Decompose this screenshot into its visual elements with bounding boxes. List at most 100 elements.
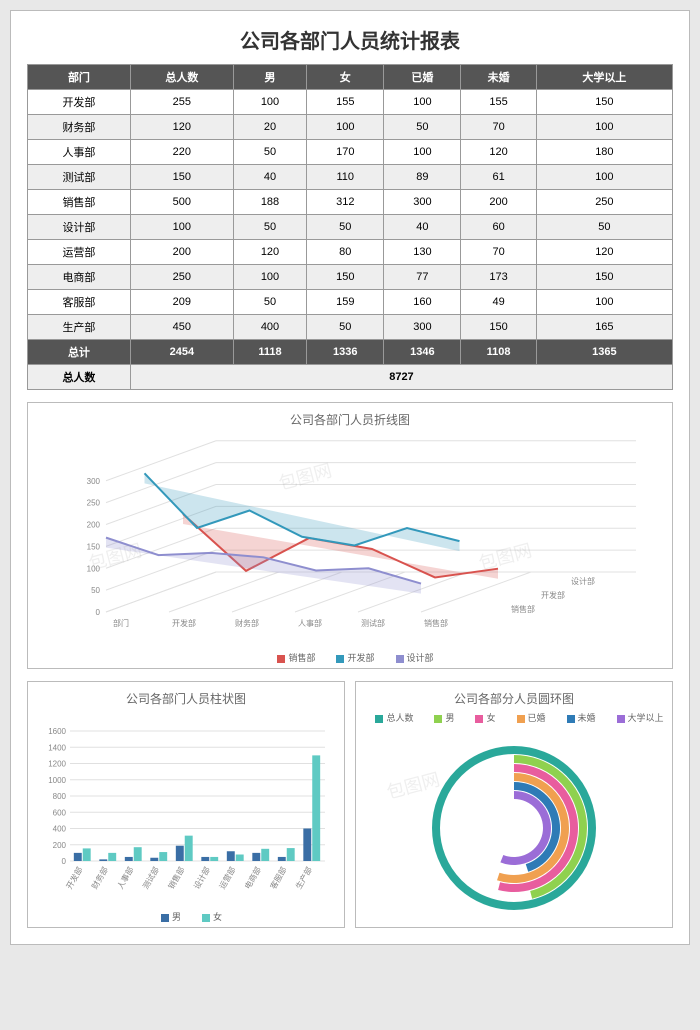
svg-text:150: 150 [87,542,101,551]
table-cell: 170 [307,140,384,165]
legend-item: 女 [464,711,495,724]
table-cell: 200 [461,190,536,215]
table-total-row: 总计245411181336134611081365 [28,340,673,365]
table-cell: 120 [536,240,672,265]
table-cell: 312 [307,190,384,215]
legend-item: 大学以上 [606,711,664,724]
svg-text:财务部: 财务部 [235,618,259,628]
table-cell: 100 [536,290,672,315]
table-cell: 150 [461,315,536,340]
stats-table: 部门总人数男女已婚未婚大学以上 开发部255100155100155150财务部… [27,64,673,390]
svg-text:400: 400 [53,825,67,834]
svg-text:销售部: 销售部 [511,604,535,614]
table-row: 开发部255100155100155150 [28,90,673,115]
table-cell: 100 [307,115,384,140]
table-cell: 1118 [233,340,306,365]
table-cell: 255 [130,90,233,115]
legend-item: 开发部 [325,651,374,664]
svg-text:测试部: 测试部 [361,618,385,628]
table-cell: 155 [461,90,536,115]
svg-text:销售部: 销售部 [424,618,448,628]
donut-chart [364,728,664,918]
table-cell: 100 [536,165,672,190]
line-chart-title: 公司各部门人员折线图 [36,411,664,428]
table-cell: 50 [233,290,306,315]
table-cell: 450 [130,315,233,340]
table-cell: 150 [307,265,384,290]
svg-text:1600: 1600 [48,727,66,736]
table-cell: 100 [233,90,306,115]
table-cell: 61 [461,165,536,190]
table-row: 运营部2001208013070120 [28,240,673,265]
table-cell: 77 [384,265,461,290]
table-cell: 200 [130,240,233,265]
table-row: 电商部25010015077173150 [28,265,673,290]
table-cell: 8727 [130,365,672,390]
svg-text:0: 0 [62,857,67,866]
svg-text:部门: 部门 [113,618,129,628]
svg-text:测试部: 测试部 [140,865,161,891]
table-header: 大学以上 [536,65,672,90]
svg-text:设计部: 设计部 [571,576,595,586]
table-cell: 80 [307,240,384,265]
table-cell: 100 [384,140,461,165]
table-cell: 100 [233,265,306,290]
table-cell: 1108 [461,340,536,365]
table-cell: 100 [536,115,672,140]
table-cell: 150 [536,265,672,290]
table-cell: 40 [384,215,461,240]
svg-text:1400: 1400 [48,743,66,752]
svg-text:人事部: 人事部 [115,865,136,891]
bar-chart-title: 公司各部门人员柱状图 [36,690,336,707]
line-chart-legend: 销售部开发部设计部 [36,651,664,664]
table-cell: 电商部 [28,265,131,290]
table-cell: 人事部 [28,140,131,165]
page-title: 公司各部门人员统计报表 [27,25,673,54]
svg-text:0: 0 [96,608,101,617]
table-cell: 120 [233,240,306,265]
table-cell: 50 [307,215,384,240]
table-cell: 50 [536,215,672,240]
table-cell: 2454 [130,340,233,365]
table-header: 总人数 [130,65,233,90]
table-cell: 40 [233,165,306,190]
table-cell: 开发部 [28,90,131,115]
svg-text:50: 50 [91,586,100,595]
svg-text:生产部: 生产部 [293,865,314,891]
svg-text:200: 200 [87,521,101,530]
table-cell: 180 [536,140,672,165]
table-cell: 89 [384,165,461,190]
table-cell: 60 [461,215,536,240]
svg-text:开发部: 开发部 [172,618,196,628]
table-cell: 50 [233,140,306,165]
table-row: 销售部500188312300200250 [28,190,673,215]
table-cell: 70 [461,115,536,140]
svg-text:1200: 1200 [48,760,66,769]
table-header: 未婚 [461,65,536,90]
table-cell: 49 [461,290,536,315]
table-header: 部门 [28,65,131,90]
table-cell: 250 [536,190,672,215]
table-cell: 155 [307,90,384,115]
table-cell: 销售部 [28,190,131,215]
table-cell: 100 [384,90,461,115]
table-row: 客服部2095015916049100 [28,290,673,315]
svg-text:人事部: 人事部 [298,618,322,628]
svg-text:600: 600 [53,808,67,817]
table-cell: 客服部 [28,290,131,315]
table-cell: 20 [233,115,306,140]
table-row: 测试部150401108961100 [28,165,673,190]
svg-text:销售部: 销售部 [166,865,187,891]
legend-item: 设计部 [385,651,434,664]
line-chart: 050100150200250300部门开发部财务部人事部测试部销售部设计部开发… [36,432,666,642]
table-cell: 250 [130,265,233,290]
table-cell: 运营部 [28,240,131,265]
donut-chart-title: 公司各部分人员圆环图 [364,690,664,707]
table-cell: 150 [130,165,233,190]
bar-chart-card: 公司各部门人员柱状图 02004006008001000120014001600… [27,681,345,928]
table-cell: 1346 [384,340,461,365]
table-cell: 130 [384,240,461,265]
table-cell: 测试部 [28,165,131,190]
svg-text:电商部: 电商部 [242,865,263,891]
table-cell: 300 [384,315,461,340]
